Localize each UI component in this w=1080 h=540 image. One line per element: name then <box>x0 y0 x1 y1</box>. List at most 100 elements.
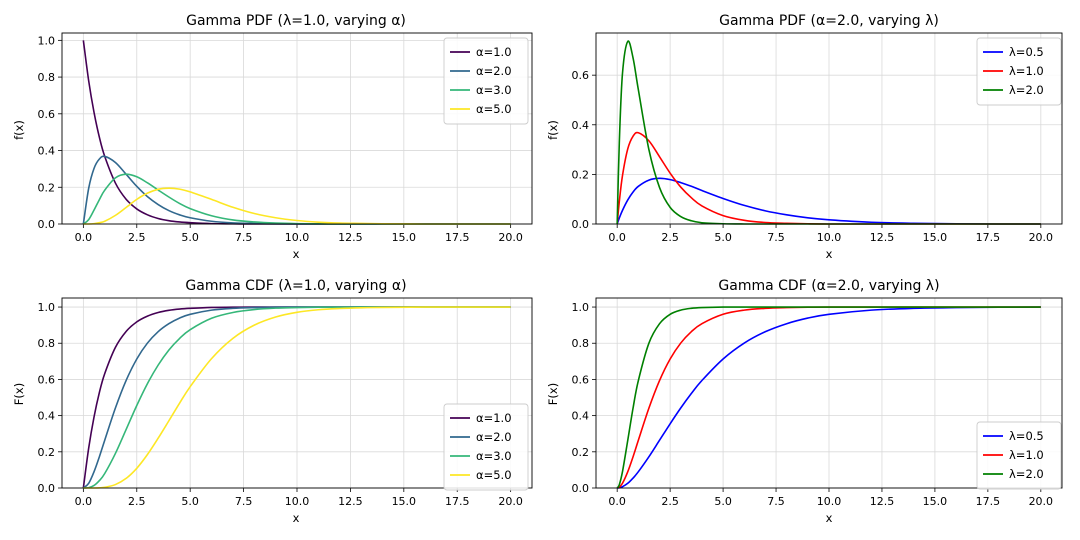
legend-label: α=1.0 <box>476 411 512 425</box>
x-tick-label: 12.5 <box>338 495 363 508</box>
x-axis-label: x <box>293 247 300 261</box>
x-tick-label: 7.5 <box>767 231 785 244</box>
plot-frame <box>61 32 533 225</box>
y-tick-label: 0.4 <box>38 410 56 423</box>
x-tick-label: 2.5 <box>128 231 146 244</box>
x-tick-label: 20.0 <box>498 495 523 508</box>
x-tick-label: 7.5 <box>767 495 785 508</box>
legend-label: λ=2.0 <box>1009 83 1044 97</box>
y-tick-label: 0.6 <box>38 108 56 121</box>
x-axis-label: x <box>826 247 833 261</box>
x-tick-label: 15.0 <box>392 495 417 508</box>
x-tick-label: 12.5 <box>870 231 895 244</box>
legend-label: λ=1.0 <box>1009 448 1044 462</box>
series-line <box>616 306 1041 489</box>
x-tick-label: 0.0 <box>608 231 626 244</box>
y-tick-label: 0.6 <box>572 373 590 386</box>
x-tick-label: 2.5 <box>128 495 146 508</box>
y-tick-label: 0.2 <box>572 446 590 459</box>
panel-title: Gamma CDF (λ=1.0, varying α) <box>185 278 406 294</box>
panel-title: Gamma CDF (α=2.0, varying λ) <box>718 278 939 294</box>
y-tick-label: 0.2 <box>38 181 56 194</box>
x-tick-label: 10.0 <box>817 231 842 244</box>
cdf-varying-alpha-panel: Gamma CDF (λ=1.0, varying α) x F(x) 0.0 2… <box>12 278 533 525</box>
y-tick-label: 1.0 <box>38 301 56 314</box>
plot-frame <box>595 297 1063 489</box>
legend-label: λ=2.0 <box>1009 467 1044 481</box>
y-tick-label: 0.8 <box>38 71 56 84</box>
x-tick-label: 17.5 <box>976 231 1001 244</box>
y-tick-label: 0.8 <box>572 337 590 350</box>
legend-label: λ=0.5 <box>1009 429 1044 443</box>
legend-label: α=5.0 <box>476 468 512 482</box>
x-tick-label: 2.5 <box>661 495 679 508</box>
x-axis-label: x <box>826 511 833 525</box>
x-tick-label: 7.5 <box>235 495 253 508</box>
x-tick-label: 20.0 <box>1029 231 1054 244</box>
x-tick-label: 15.0 <box>392 231 417 244</box>
cdf-varying-lambda-panel: Gamma CDF (α=2.0, varying λ) x F(x) 0.0 2… <box>546 278 1063 525</box>
legend-label: λ=1.0 <box>1009 64 1044 78</box>
y-tick-label: 0.2 <box>38 446 56 459</box>
x-tick-label: 17.5 <box>976 495 1001 508</box>
y-tick-label: 0.4 <box>572 119 590 132</box>
legend-box <box>976 37 1062 106</box>
x-tick-label: 10.0 <box>817 495 842 508</box>
y-axis-label: f(x) <box>12 120 26 140</box>
x-tick-label: 7.5 <box>235 231 253 244</box>
x-tick-label: 5.0 <box>181 495 199 508</box>
panel-title: Gamma PDF (λ=1.0, varying α) <box>186 13 406 29</box>
series-line <box>83 306 511 489</box>
y-tick-label: 0.2 <box>572 168 590 181</box>
y-axis-label: f(x) <box>546 120 560 140</box>
x-tick-label: 17.5 <box>445 495 470 508</box>
y-tick-label: 1.0 <box>572 301 590 314</box>
series-line <box>617 306 1041 489</box>
legend-box <box>976 421 1062 490</box>
x-tick-label: 5.0 <box>181 231 199 244</box>
x-tick-label: 5.0 <box>714 495 732 508</box>
y-tick-label: 0.4 <box>572 410 590 423</box>
plot-frame <box>61 297 533 489</box>
legend-label: α=2.0 <box>476 64 512 78</box>
x-tick-label: 15.0 <box>923 495 948 508</box>
x-tick-label: 17.5 <box>445 231 470 244</box>
x-tick-label: 12.5 <box>338 231 363 244</box>
y-axis-label: F(x) <box>12 383 26 405</box>
y-tick-label: 0.0 <box>572 218 590 231</box>
x-tick-label: 0.0 <box>608 495 626 508</box>
x-tick-label: 0.0 <box>75 495 93 508</box>
x-tick-label: 0.0 <box>75 231 93 244</box>
x-tick-label: 10.0 <box>285 495 310 508</box>
series-line <box>83 187 511 225</box>
plot-frame <box>595 32 1063 225</box>
x-tick-label: 12.5 <box>870 495 895 508</box>
series-line <box>616 177 1041 225</box>
y-axis-label: F(x) <box>546 383 560 405</box>
y-tick-label: 0.0 <box>572 482 590 495</box>
y-tick-label: 1.0 <box>38 34 56 47</box>
y-tick-label: 0.4 <box>38 145 56 158</box>
legend-label: α=2.0 <box>476 430 512 444</box>
pdf-varying-lambda-panel: Gamma PDF (α=2.0, varying λ) x f(x) 0.0 2… <box>546 13 1063 261</box>
y-tick-label: 0.6 <box>572 69 590 82</box>
y-tick-label: 0.8 <box>38 337 56 350</box>
legend-label: α=5.0 <box>476 102 512 116</box>
panel-title: Gamma PDF (α=2.0, varying λ) <box>719 13 939 29</box>
x-tick-label: 20.0 <box>1029 495 1054 508</box>
x-tick-label: 20.0 <box>498 231 523 244</box>
y-tick-label: 0.0 <box>38 482 56 495</box>
y-tick-label: 0.0 <box>38 218 56 231</box>
x-tick-label: 15.0 <box>923 231 948 244</box>
legend-label: λ=0.5 <box>1009 45 1044 59</box>
legend-label: α=3.0 <box>476 449 512 463</box>
legend-label: α=1.0 <box>476 45 512 59</box>
x-tick-label: 10.0 <box>285 231 310 244</box>
legend-box <box>443 37 529 125</box>
legend-label: α=3.0 <box>476 83 512 97</box>
pdf-varying-alpha-panel: Gamma PDF (λ=1.0, varying α) x f(x) 0.0 2… <box>12 13 533 261</box>
legend-box <box>443 403 529 491</box>
y-tick-label: 0.6 <box>38 373 56 386</box>
